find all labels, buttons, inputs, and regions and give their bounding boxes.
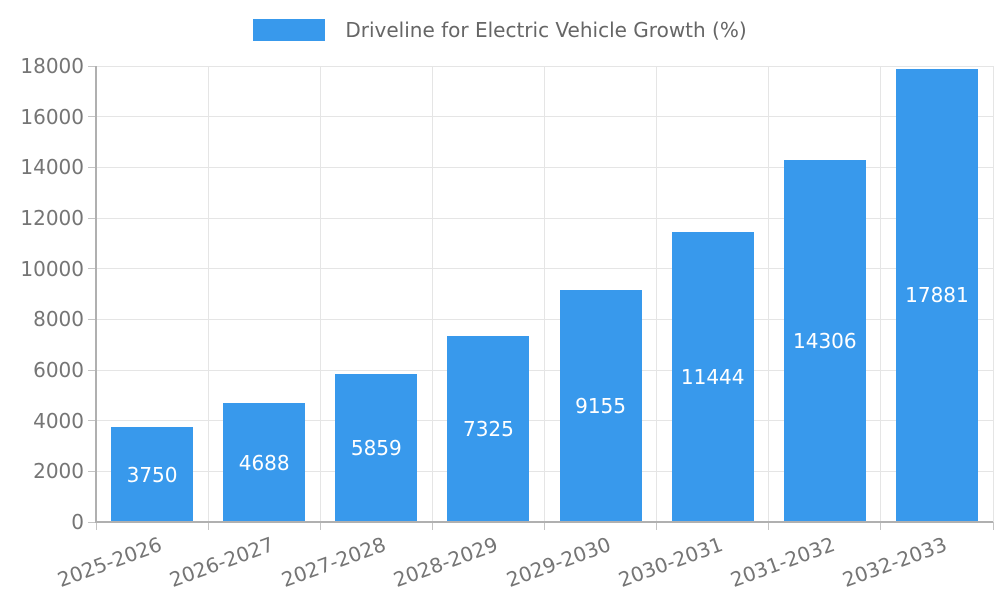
y-tick-mark [88,369,96,371]
x-tick-mark [95,522,97,530]
bar-value-label: 9155 [575,394,627,419]
y-tick-label: 8000 [33,307,84,332]
y-axis-line [95,66,97,523]
y-tick-mark [88,420,96,422]
x-grid-line [656,66,658,522]
bar[interactable]: 17881 [895,69,978,522]
y-tick-label: 0 [71,510,84,534]
x-tick-mark [768,522,770,530]
x-grid-line [544,66,545,522]
x-grid-line [880,66,882,522]
x-tick-label: 2030-2031 [614,532,726,592]
y-tick-label: 2000 [33,459,84,484]
legend-swatch[interactable] [253,19,326,41]
y-tick-mark [88,116,96,118]
x-tick-label: 2025-2026 [54,532,165,592]
bar[interactable]: 9155 [559,290,642,522]
y-tick-label: 12000 [20,206,84,230]
legend[interactable]: Driveline for Electric Vehicle Growth (%… [0,18,1000,42]
x-grid-line [768,66,770,522]
y-tick-label: 16000 [20,104,84,129]
x-tick-label: 2032-2033 [839,532,950,592]
bar-value-label: 11444 [680,365,745,390]
x-grid-line [207,66,209,522]
bar[interactable]: 3750 [111,427,194,522]
y-tick-mark [88,318,96,320]
bar-value-label: 7325 [462,417,514,442]
bar[interactable]: 4688 [223,403,306,522]
x-tick-label: 2029-2030 [502,532,614,592]
y-tick-label: 10000 [20,256,84,281]
y-tick-mark [88,521,96,523]
y-tick-label: 14000 [20,155,84,180]
legend-label: Driveline for Electric Vehicle Growth (%… [345,18,747,42]
x-tick-label: 2027-2028 [278,532,390,592]
x-tick-mark [656,522,658,530]
bar-value-label: 3750 [126,462,178,487]
bar[interactable]: 14306 [783,159,866,522]
bar-value-label: 4688 [238,450,290,475]
x-axis-line [95,521,993,523]
x-tick-label: 2031-2032 [727,532,838,592]
y-tick-label: 18000 [20,54,84,78]
y-tick-label: 4000 [33,408,84,433]
y-tick-mark [88,166,96,168]
x-tick-mark [319,522,321,530]
x-tick-mark [207,522,209,530]
bar[interactable]: 7325 [447,336,530,522]
x-tick-label: 2028-2029 [390,532,502,592]
x-tick-mark [431,522,433,530]
x-tick-mark [992,522,994,530]
bar[interactable]: 5859 [335,373,418,522]
x-tick-label: 2026-2027 [166,532,278,592]
bar-value-label: 5859 [350,435,402,460]
bar-value-label: 14306 [793,328,857,353]
x-grid-line [431,66,433,522]
y-tick-mark [88,65,96,67]
x-grid-line [992,66,994,522]
y-tick-mark [88,268,96,270]
y-tick-mark [88,217,96,219]
x-tick-mark [880,522,882,530]
bar[interactable]: 11444 [671,232,754,522]
bar-value-label: 17881 [905,283,969,308]
x-grid-line [319,66,321,522]
y-tick-label: 6000 [33,358,84,382]
y-tick-mark [88,470,96,472]
x-tick-mark [544,522,545,530]
